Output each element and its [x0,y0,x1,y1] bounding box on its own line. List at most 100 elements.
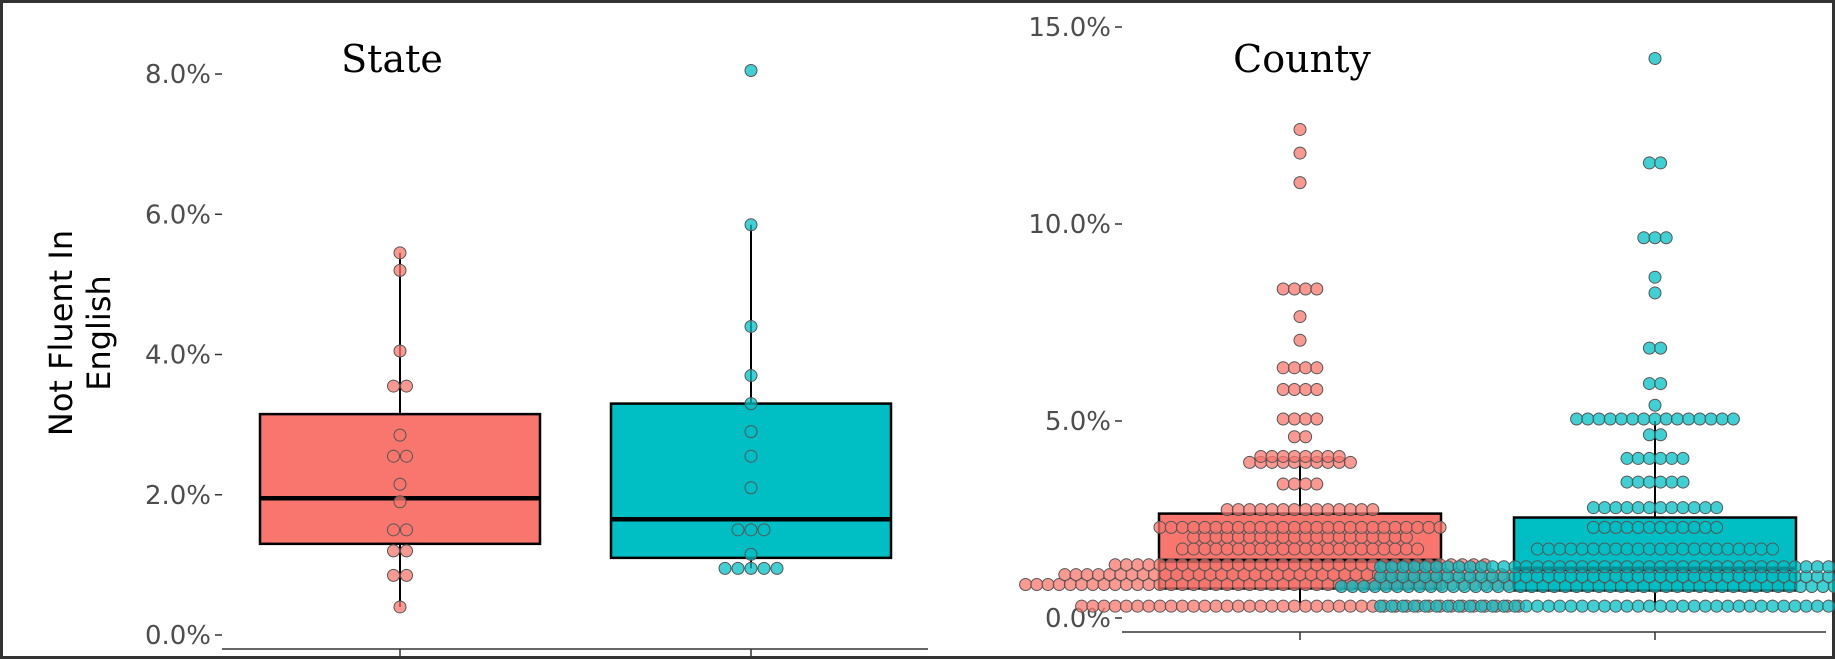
data-point [757,523,771,537]
data-point [1243,520,1257,534]
data-point [1687,599,1701,613]
data-point [1430,599,1444,613]
data-point [1433,520,1447,534]
data-point [1175,599,1189,613]
data-point [1030,578,1044,592]
data-point [1654,520,1668,534]
data-point [1642,341,1656,355]
data-point [1710,501,1724,515]
y-tick-label: 4.0% [145,341,211,371]
data-point [1665,451,1679,465]
data-point [1287,382,1301,396]
y-tick-label: 10.0% [1028,210,1111,240]
data-point [1620,501,1634,515]
data-point [1299,412,1313,426]
data-point [1637,231,1651,245]
data-point [1564,599,1578,613]
data-point [1665,501,1679,515]
data-point [1287,412,1301,426]
data-point [1598,520,1612,534]
data-point [1287,520,1301,534]
data-point [1299,558,1313,572]
data-point [393,263,407,277]
data-point [1654,501,1668,515]
data-point [1019,578,1033,592]
data-point [1609,520,1623,534]
data-point [1698,599,1712,613]
data-point [1777,560,1791,574]
data-point [1726,412,1740,426]
data-point [1220,542,1234,556]
data-point [1530,542,1544,556]
data-point [1299,361,1313,375]
data-point [1411,542,1425,556]
data-point [1631,560,1645,574]
data-point [1254,503,1268,517]
data-point [1564,542,1578,556]
data-point [744,547,758,561]
data-point [1710,599,1724,613]
data-point [1648,286,1662,300]
data-point [1080,568,1094,582]
data-point [1642,501,1656,515]
data-point [1357,579,1371,593]
data-point [1310,599,1324,613]
data-point [1265,599,1279,613]
data-point [1187,558,1201,572]
data-point [1388,520,1402,534]
data-point [1799,599,1813,613]
data-point [1131,599,1145,613]
data-point [1631,599,1645,613]
data-point [1598,599,1612,613]
data-point [400,544,413,558]
data-point [1243,542,1257,556]
data-point [1676,542,1690,556]
data-point [1332,520,1346,534]
data-point [1299,449,1313,463]
data-point [1581,412,1595,426]
data-point [1164,599,1178,613]
data-point [1310,503,1324,517]
data-point [1441,560,1455,574]
data-point [1637,412,1651,426]
data-point [731,561,745,575]
data-point [1209,558,1223,572]
data-point [1243,558,1257,572]
data-point [1310,361,1324,375]
data-point [387,568,400,582]
data-point [1131,558,1145,572]
data-point [1676,599,1690,613]
data-point [1332,542,1346,556]
data-point [1575,542,1589,556]
data-point [1366,542,1380,556]
data-point [1355,520,1369,534]
data-point [387,379,400,393]
data-point [1743,599,1757,613]
data-point [1321,503,1335,517]
data-point [1654,560,1668,574]
data-point [1704,412,1718,426]
data-point [387,449,400,463]
data-point [1609,501,1623,515]
data-point [1310,449,1324,463]
data-point [1620,599,1634,613]
data-point [387,544,400,558]
data-point [1553,542,1567,556]
data-point [1642,377,1656,391]
data-point [1399,520,1413,534]
data-point [1519,560,1533,574]
data-point [1343,503,1357,517]
data-point [1642,156,1656,170]
data-point [1287,430,1301,444]
data-point [1508,560,1522,574]
data-point [1441,599,1455,613]
data-point [1164,558,1178,572]
data-point [1642,542,1656,556]
data-point [744,561,758,575]
data-point [1732,542,1746,556]
data-point [1474,599,1488,613]
data-point [731,523,745,537]
data-point [744,523,758,537]
